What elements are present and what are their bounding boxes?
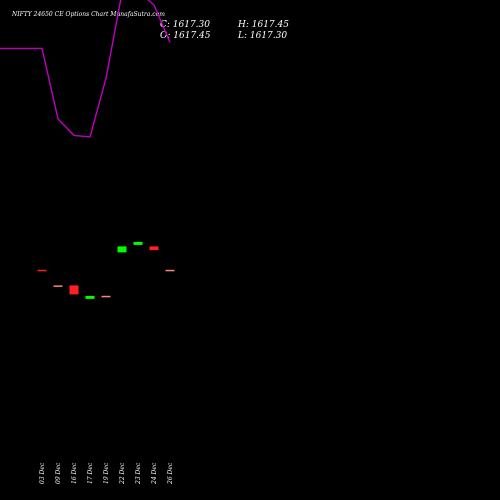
- candle-23-dec: [133, 241, 143, 245]
- lower-line: [0, 0, 171, 138]
- candle-16-dec: [69, 285, 79, 295]
- date-label: 19 Dec: [103, 462, 110, 484]
- date-label: 16 Dec: [71, 462, 78, 484]
- candle-22-dec: [117, 246, 127, 253]
- candle-03-dec: [37, 269, 47, 272]
- candle-19-dec: [101, 295, 111, 298]
- candle-09-dec: [53, 285, 63, 287]
- date-label: 24 Dec: [151, 462, 158, 485]
- candle-26-dec: [165, 269, 175, 272]
- candle-17-dec: [85, 295, 95, 299]
- date-axis: 03 Dec 09 Dec 16 Dec 17 Dec 19 Dec 22 Dec 23 D…: [39, 462, 174, 485]
- date-label: 23 Dec: [135, 462, 142, 485]
- chart-title: NIFTY 24650 CE Options Chart MunafaSutra…: [11, 11, 165, 18]
- open-price: O: 1617.45: [160, 31, 211, 41]
- date-label: 26 Dec: [167, 462, 174, 485]
- indicator-lines: [0, 0, 171, 138]
- candles: [37, 241, 175, 299]
- low-price: L: 1617.30: [237, 31, 287, 41]
- date-label: 09 Dec: [55, 462, 62, 484]
- candle-24-dec: [149, 246, 159, 251]
- date-label: 03 Dec: [39, 462, 46, 484]
- close-price: C: 1617.30: [160, 20, 210, 30]
- date-label: 22 Dec: [119, 462, 126, 485]
- high-price: H: 1617.45: [237, 20, 289, 30]
- date-label: 17 Dec: [87, 462, 94, 484]
